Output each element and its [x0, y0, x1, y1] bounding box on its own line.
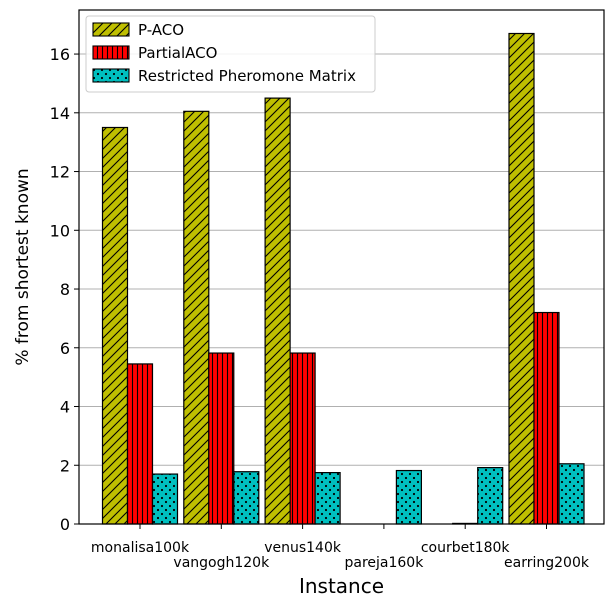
y-tick-label: 2 — [60, 456, 70, 475]
bar-restricted-pheromone-matrix-pareja160k — [395, 469, 422, 525]
bar-restricted-pheromone-matrix-earring200k — [558, 463, 585, 525]
x-tick-label: monalisa100k — [91, 540, 190, 556]
bar-partialaco-venus140k — [289, 352, 316, 525]
bar-partialaco-earring200k — [533, 311, 560, 525]
x-axis-label: Instance — [299, 574, 384, 597]
bar-partialaco-vangogh120k — [208, 352, 235, 525]
bar-p-aco-monalisa100k — [101, 126, 129, 525]
y-tick-label: 10 — [50, 221, 70, 240]
legend-label: P-ACO — [138, 21, 184, 39]
y-tick-label: 4 — [60, 398, 70, 417]
x-tick-label: earring200k — [504, 555, 590, 571]
y-axis-label: % from shortest known — [13, 168, 33, 365]
legend-swatch-p-aco — [92, 22, 130, 37]
bar-restricted-pheromone-matrix-venus140k — [314, 472, 341, 525]
x-tick-label: vangogh120k — [173, 555, 270, 571]
bar-p-aco-earring200k — [508, 32, 535, 525]
bar-restricted-pheromone-matrix-courbet180k — [477, 467, 504, 525]
y-tick-label: 6 — [60, 339, 70, 358]
y-tick-label: 16 — [50, 45, 70, 64]
y-tick-label: 12 — [50, 163, 70, 182]
x-tick-label: pareja160k — [344, 555, 424, 571]
x-tick-label: venus140k — [264, 540, 342, 556]
bar-restricted-pheromone-matrix-monalisa100k — [151, 473, 179, 525]
legend-swatch-restricted-pheromone-matrix — [92, 68, 130, 83]
legend-label: Restricted Pheromone Matrix — [138, 67, 356, 85]
bar-p-aco-venus140k — [264, 97, 291, 525]
legend: P-ACO PartialACO Restricted Pheromone Matr… — [85, 15, 376, 93]
legend-swatch-partialaco — [92, 45, 130, 60]
legend-box — [85, 15, 376, 93]
bar-partialaco-monalisa100k — [126, 363, 154, 525]
bar-p-aco-vangogh120k — [183, 110, 210, 525]
y-tick-label: 0 — [60, 515, 70, 534]
bar-restricted-pheromone-matrix-vangogh120k — [233, 471, 260, 525]
legend-label: PartialACO — [138, 44, 217, 62]
plot-frame — [78, 9, 605, 525]
x-tick-label: courbet180k — [421, 540, 511, 556]
y-tick-label: 14 — [50, 104, 70, 123]
y-tick-label: 8 — [60, 280, 70, 299]
